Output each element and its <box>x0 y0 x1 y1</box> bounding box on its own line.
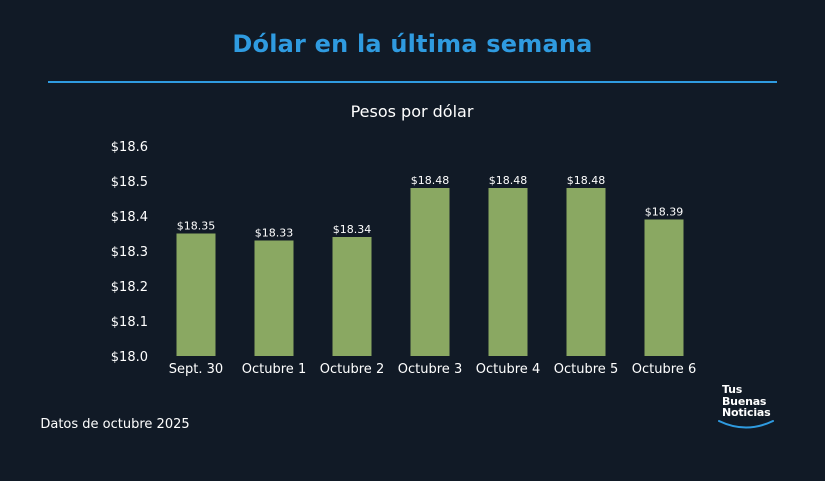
data-label: $18.48 <box>489 174 528 187</box>
x-tick-label: Octubre 6 <box>632 362 696 377</box>
y-tick-label: $18.5 <box>111 175 148 190</box>
chart-title: Pesos por dólar <box>351 102 474 121</box>
x-tick-label: Sept. 30 <box>169 362 223 377</box>
x-tick-label: Octubre 1 <box>242 362 306 377</box>
data-label: $18.34 <box>333 223 372 236</box>
bar <box>332 237 372 356</box>
logo-line-2: Buenas <box>722 394 767 408</box>
page-title: Dólar en la última semana <box>232 30 593 58</box>
title-divider <box>48 81 777 83</box>
y-tick-label: $18.6 <box>111 140 148 155</box>
data-label: $18.39 <box>645 206 684 219</box>
x-axis: Sept. 30 Octubre 1 Octubre 2 Octubre 3 Octub… <box>169 362 696 377</box>
bar <box>176 233 216 356</box>
logo-swoosh-icon <box>718 420 774 429</box>
brand-logo: Tus Buenas Noticias <box>718 383 792 436</box>
x-tick-label: Octubre 3 <box>398 362 462 377</box>
y-tick-label: $18.4 <box>111 210 148 225</box>
y-tick-label: $18.2 <box>111 280 148 295</box>
y-tick-label: $18.3 <box>111 245 148 260</box>
x-tick-label: Octubre 4 <box>476 362 540 377</box>
logo-line-3: Noticias <box>722 406 771 419</box>
logo-line-1: Tus <box>722 383 743 396</box>
bar <box>488 188 528 356</box>
bar <box>254 240 294 356</box>
x-tick-label: Octubre 2 <box>320 362 384 377</box>
footer-note: Datos de octubre 2025 <box>40 417 190 432</box>
bar <box>566 188 606 356</box>
bar <box>644 219 684 356</box>
bars: $18.35 $18.33 $18.34 $18.48 $18.48 $18.48 $18.… <box>176 174 684 356</box>
y-tick-label: $18.0 <box>111 350 148 365</box>
y-axis: $18.0 $18.1 $18.2 $18.3 $18.4 $18.5 $18.6 <box>111 140 148 365</box>
data-label: $18.48 <box>567 174 606 187</box>
data-label: $18.35 <box>177 220 216 233</box>
bar <box>410 188 450 356</box>
x-tick-label: Octubre 5 <box>554 362 618 377</box>
data-label: $18.48 <box>411 174 450 187</box>
y-tick-label: $18.1 <box>111 315 148 330</box>
data-label: $18.33 <box>255 227 294 240</box>
